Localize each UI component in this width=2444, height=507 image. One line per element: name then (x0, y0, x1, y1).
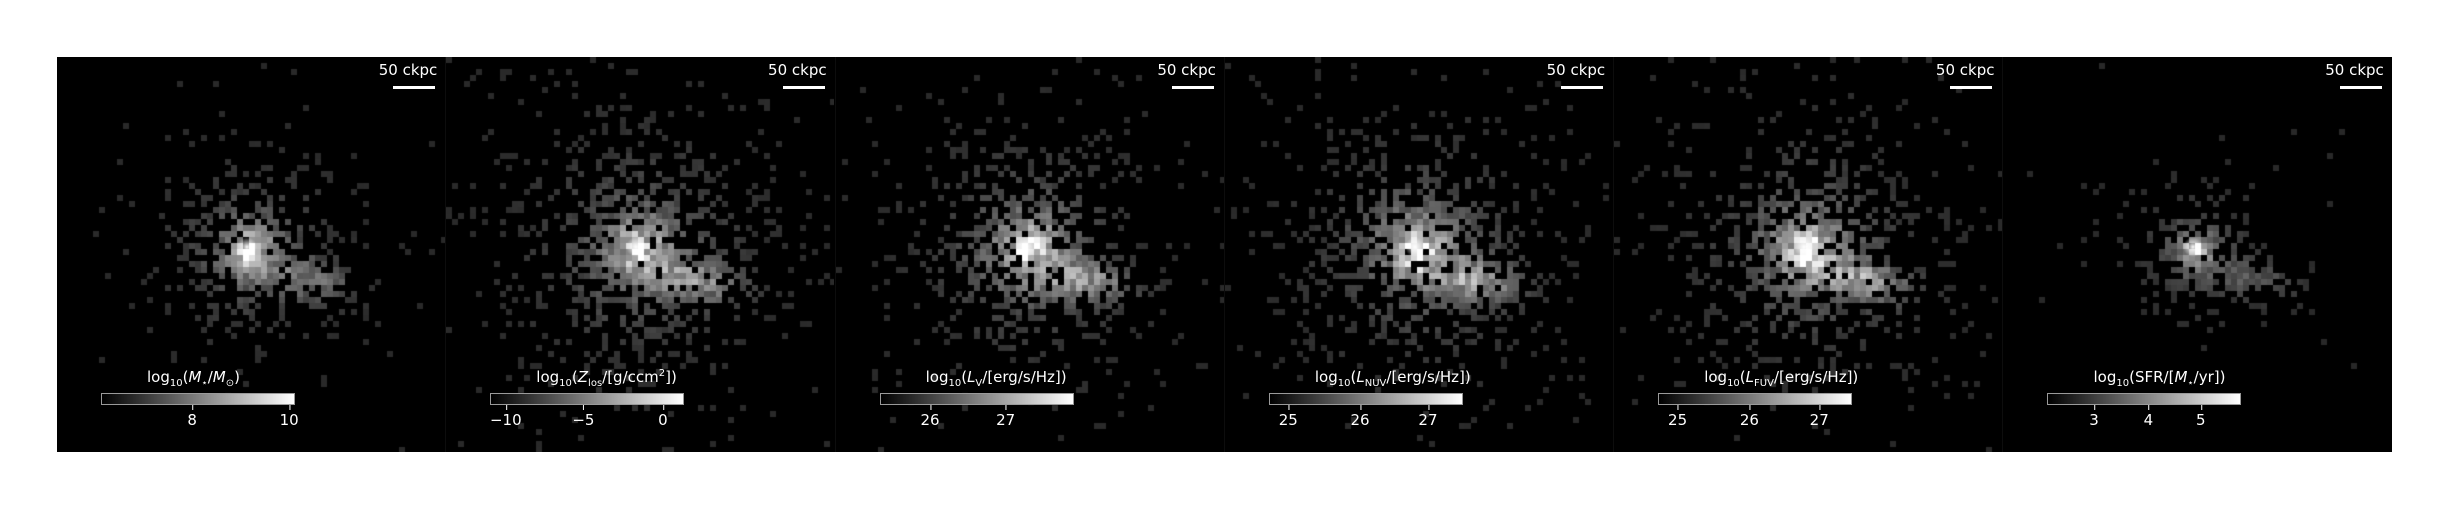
colorbar-tick: 25 (1279, 405, 1298, 429)
colorbar-ticks: 26 27 (880, 405, 1074, 429)
colorbar-ticks: 25 26 27 (1269, 405, 1463, 429)
colorbar-ticks: 3 4 5 (2047, 405, 2241, 429)
colorbar (1658, 393, 1853, 405)
colorbar-label: log10(LNUV/[erg/s/Hz]) (1314, 368, 1471, 389)
colorbar (1268, 393, 1463, 405)
galaxy-image (1224, 57, 1613, 452)
scalebar-label: 50 ckpc (1935, 61, 1995, 79)
colorbar-tick: 25 (1668, 405, 1687, 429)
map-panel-lnuv: 50 ckpc log10(LNUV/[erg/s/Hz]) 25 26 27 (1224, 57, 1615, 452)
scalebar-line (2339, 86, 2382, 89)
colorbar-tick: 10 (280, 405, 299, 429)
colorbar-label: log10(Zlos/[g/ccm2]) (536, 368, 677, 389)
colorbar (101, 393, 295, 405)
scalebar-label: 50 ckpc (2325, 61, 2384, 79)
map-panel-mstar: 50 ckpc log10(M⋆/M⊙) 8 10 (57, 57, 447, 452)
scalebar-label: 50 ckpc (378, 61, 438, 79)
scalebar-label: 50 ckpc (1157, 61, 1216, 79)
colorbar-tick: 27 (1810, 405, 1829, 429)
galaxy-image (57, 57, 445, 452)
galaxy-image (835, 57, 1224, 452)
scalebar-line (1950, 86, 1993, 89)
galaxy-image (2003, 57, 2392, 452)
galaxy-map-strip: 50 ckpc log10(M⋆/M⊙) 8 10 50 ckpc log10(Zlos/… (57, 57, 2392, 452)
colorbar-ticks: 25 26 27 (1658, 405, 1852, 429)
colorbar-label: log10(SFR/[M⋆/yr]) (2093, 368, 2226, 389)
colorbar-tick: 0 (658, 405, 668, 429)
scalebar-line (1561, 86, 1604, 89)
scalebar-label: 50 ckpc (1546, 61, 1606, 79)
colorbar-tick: 27 (996, 405, 1015, 429)
colorbar (490, 393, 685, 405)
colorbar-tick: 8 (187, 405, 197, 429)
colorbar-tick: 5 (2196, 405, 2206, 429)
map-panel-lv: 50 ckpc log10(LV/[erg/s/Hz]) 26 27 (835, 57, 1225, 452)
colorbar-tick: −5 (572, 405, 594, 429)
colorbar-tick: 26 (1740, 405, 1759, 429)
colorbar-label: log10(M⋆/M⊙) (147, 368, 240, 389)
colorbar-tick: 26 (1351, 405, 1370, 429)
colorbar (2047, 393, 2242, 405)
colorbar-label: log10(LV/[erg/s/Hz]) (925, 368, 1067, 389)
map-panel-sfr: 50 ckpc log10(SFR/[M⋆/yr]) 3 4 5 (2003, 57, 2392, 452)
scalebar-label: 50 ckpc (768, 61, 827, 79)
map-panel-zlos: 50 ckpc log10(Zlos/[g/ccm2]) −10 −5 0 (446, 57, 836, 452)
colorbar-tick: −10 (490, 405, 522, 429)
map-panel-lfuv: 50 ckpc log10(LFUV/[erg/s/Hz]) 25 26 27 (1614, 57, 2004, 452)
colorbar-tick: 3 (2089, 405, 2099, 429)
colorbar-tick: 26 (920, 405, 940, 429)
colorbar-label: log10(LFUV/[erg/s/Hz]) (1704, 368, 1859, 389)
scalebar-line (782, 86, 825, 89)
colorbar-ticks: 8 10 (101, 405, 299, 429)
scalebar-line (393, 86, 436, 89)
scalebar-line (1171, 86, 1214, 89)
galaxy-image (446, 57, 835, 452)
colorbar (879, 393, 1074, 405)
colorbar-tick: 4 (2144, 405, 2153, 429)
colorbar-tick: 27 (1418, 405, 1438, 429)
galaxy-image (1614, 57, 2003, 452)
colorbar-ticks: −10 −5 0 (490, 405, 684, 429)
